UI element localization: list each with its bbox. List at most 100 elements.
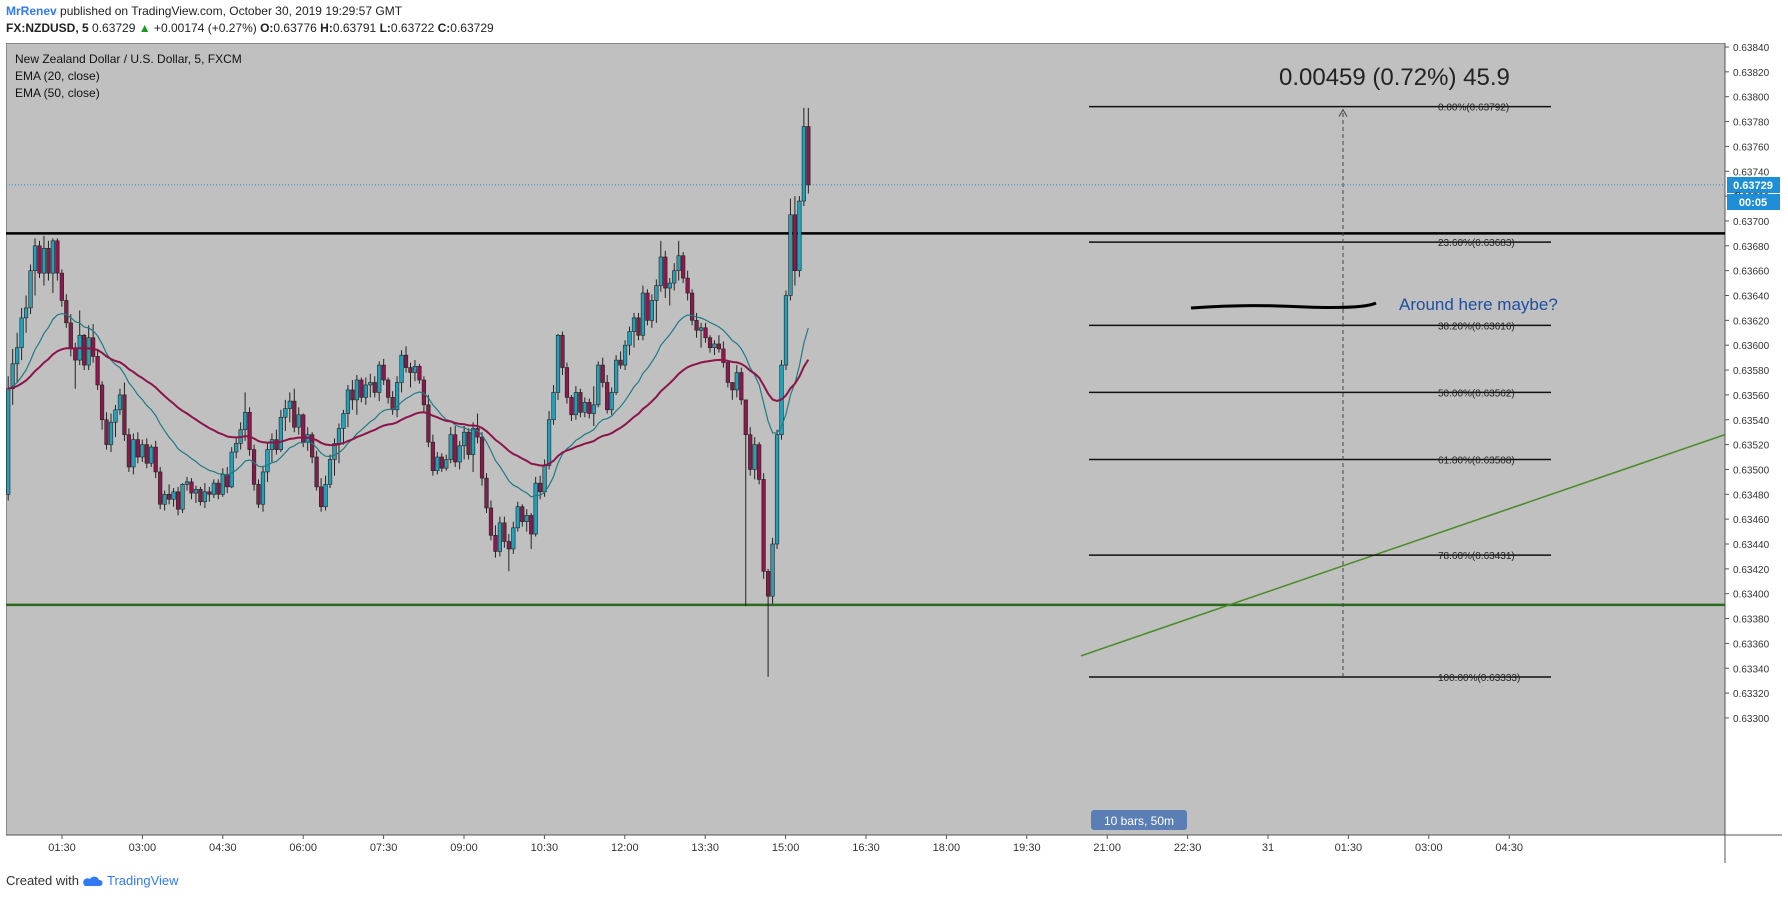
candle[interactable] [318,478,324,512]
candle[interactable] [493,525,498,558]
candle[interactable] [752,437,757,480]
candle[interactable] [292,388,297,433]
candle[interactable] [636,312,641,341]
candle[interactable] [690,289,695,326]
candle[interactable] [153,440,158,479]
candle[interactable] [515,501,520,532]
candle[interactable] [162,490,167,511]
candle[interactable] [394,376,400,418]
candle[interactable] [470,422,476,472]
candle[interactable] [578,388,583,418]
candle[interactable] [278,409,283,453]
candle[interactable] [502,516,507,548]
candle[interactable] [104,412,109,450]
candle[interactable] [462,425,467,460]
candle[interactable] [135,432,140,464]
candle[interactable] [765,568,771,677]
candle[interactable] [6,376,11,501]
candle[interactable] [126,428,131,472]
candle[interactable] [797,196,802,277]
candle[interactable] [743,399,748,607]
candle[interactable] [716,335,722,353]
candle[interactable] [591,386,596,426]
candle[interactable] [757,442,762,485]
candle[interactable] [82,334,87,371]
candle[interactable] [19,307,24,361]
candle[interactable] [783,290,789,371]
author-link[interactable]: MrRenev [6,4,57,18]
candle[interactable] [131,433,136,475]
candle[interactable] [408,362,413,388]
candle[interactable] [403,346,409,373]
candle[interactable] [640,285,646,341]
candle[interactable] [108,413,114,453]
candle[interactable] [435,452,440,475]
candle[interactable] [354,375,359,415]
candle[interactable] [234,438,239,459]
candle[interactable] [551,384,556,425]
candle[interactable] [122,382,127,441]
legend-ema50[interactable]: EMA (50, close) [15,86,100,100]
candle[interactable] [524,509,529,532]
candle[interactable] [55,238,60,281]
candle[interactable] [243,392,248,441]
candle[interactable] [113,404,118,438]
candle[interactable] [207,486,212,502]
candle[interactable] [721,341,726,368]
candle[interactable] [663,250,668,298]
candle[interactable] [117,388,123,415]
candle[interactable] [296,407,301,435]
candle[interactable] [667,278,672,306]
candle[interactable] [439,453,444,472]
candle[interactable] [211,479,216,499]
candle[interactable] [649,294,654,328]
candle[interactable] [712,340,717,356]
candle[interactable] [614,355,619,395]
candle[interactable] [359,377,364,403]
candle[interactable] [283,399,288,431]
candle[interactable] [529,512,534,549]
legend-ema20[interactable]: EMA (20, close) [15,69,100,83]
candle[interactable] [269,433,275,462]
candle[interactable] [50,238,55,294]
candle[interactable] [622,340,628,371]
candle[interactable] [770,537,775,604]
candle[interactable] [631,312,637,348]
chart-frame[interactable]: 0.63840 0.63820 0.63800 0.63780 0.63760 0.637… [5,42,1782,863]
price-chart[interactable]: 0.63840 0.63820 0.63800 0.63780 0.63760 0.637… [5,42,1782,863]
candle[interactable] [600,357,605,388]
ema50-line[interactable] [7,347,810,467]
candle[interactable] [698,322,704,348]
candle[interactable] [582,397,587,418]
candle[interactable] [149,444,154,467]
candle[interactable] [23,295,29,333]
candle[interactable] [140,439,145,462]
candle[interactable] [175,486,181,516]
candle[interactable] [645,289,650,326]
candle[interactable] [158,466,163,510]
candle[interactable] [377,361,382,402]
candle[interactable] [216,479,221,500]
candle[interactable] [412,360,418,382]
candle[interactable] [341,409,346,445]
candle[interactable] [417,363,422,384]
candle[interactable] [774,429,780,549]
candle[interactable] [426,394,431,448]
candle[interactable] [386,377,391,404]
candle[interactable] [609,387,614,415]
candle[interactable] [658,240,663,292]
candle[interactable] [801,107,806,207]
candle[interactable] [444,454,449,471]
candle[interactable] [654,279,659,323]
candle[interactable] [605,375,610,414]
candle[interactable] [202,483,207,508]
candle[interactable] [314,450,319,491]
ema20-line[interactable] [7,312,809,498]
candle[interactable] [488,500,494,541]
candle[interactable] [587,398,592,419]
candle[interactable] [739,367,744,405]
candle[interactable] [171,488,176,507]
candle[interactable] [573,386,578,420]
candle[interactable] [676,240,681,281]
candle[interactable] [372,376,377,398]
